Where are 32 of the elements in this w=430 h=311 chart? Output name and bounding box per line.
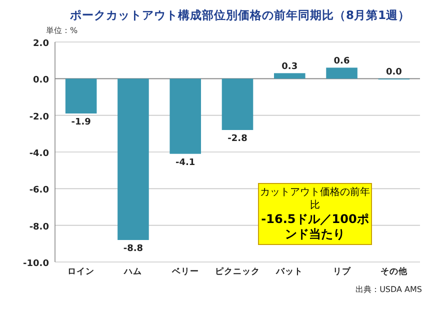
bar: [65, 78, 97, 114]
y-tick-label: -6.0: [29, 186, 49, 196]
source-note: 出典：USDA AMS: [356, 285, 422, 294]
x-tick-label: ピクニック: [215, 266, 260, 277]
data-label: -2.8: [228, 134, 248, 144]
y-tick-label: -4.0: [29, 149, 49, 159]
y-tick-label: -2.0: [29, 112, 49, 122]
annotation: カットアウト価格の前年比: [259, 186, 371, 212]
data-label: -1.9: [71, 118, 91, 128]
x-tick-label: ロイン: [68, 267, 95, 277]
bar: [326, 68, 358, 79]
x-tick-label: バット: [275, 267, 304, 277]
y-tick-label: 2.0: [33, 39, 49, 49]
x-tick-label: リブ: [332, 266, 352, 277]
chart-title: ポークカットアウト構成部位別価格の前年同期比（8月第1週）: [68, 8, 410, 22]
x-tick-label: ハム: [123, 267, 142, 277]
data-label: 0.6: [334, 56, 350, 67]
x-tick-label: ベリー: [170, 267, 199, 277]
data-label: 0.0: [386, 68, 402, 78]
y-axis-title: 単位：%: [46, 26, 78, 35]
bar: [118, 78, 149, 240]
data-label: -8.8: [123, 244, 144, 254]
data-label: -4.1: [176, 158, 196, 168]
bar: [170, 78, 201, 154]
annotation: -16.5ドル／100ポンド当たり: [260, 212, 370, 242]
y-tick-label: 0.0: [33, 76, 49, 86]
y-tick-label: -10.0: [23, 259, 49, 269]
bar: [274, 73, 306, 79]
x-tick-label: その他: [380, 266, 408, 277]
bar: [222, 78, 254, 130]
data-label: 0.3: [282, 62, 298, 72]
y-tick-label: -8.0: [29, 222, 49, 232]
